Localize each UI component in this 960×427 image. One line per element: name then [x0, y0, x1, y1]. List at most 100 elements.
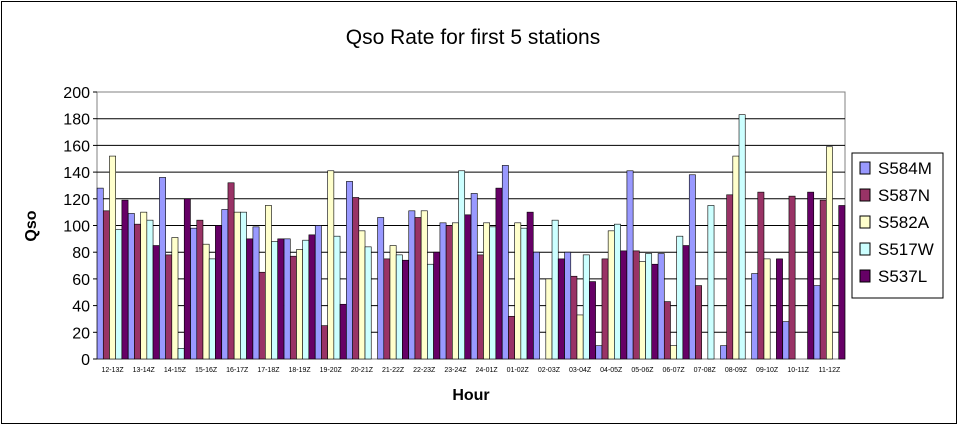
bar-s584m-15-16z [190, 227, 198, 360]
bar-s584m-20-21z [346, 181, 353, 360]
bar-s537l-11-12z [838, 205, 846, 360]
bar-s587n-16-17z [227, 182, 235, 360]
bar-s584m-14-15z [159, 177, 166, 360]
bar-s537l-21-22z [402, 259, 409, 360]
bar-s584m-02-03z [533, 251, 540, 360]
y-tick-label: 120 [63, 192, 90, 209]
y-tick-labels: 0 20 40 60 80 100 120 140 160 180 200 [63, 85, 90, 369]
y-tick-label: 0 [81, 352, 90, 369]
x-tick-label: 06-07Z [662, 367, 685, 374]
bar-s587n-05-06z [632, 250, 640, 360]
bar-s584m-21-22z [377, 217, 385, 360]
bar-s537l-18-19z [308, 234, 316, 360]
chart-title: Qso Rate for first 5 stations [346, 26, 600, 49]
bar-s584m-18-19z [283, 238, 291, 360]
bar-s517w-20-21z [364, 246, 372, 360]
bar-s587n-23-24z [445, 225, 453, 360]
y-tick-label: 20 [72, 325, 90, 342]
bar-s537l-09-10z [776, 258, 783, 360]
bar-s582a-15-16z [202, 243, 210, 360]
bar-s537l-01-02z [526, 211, 534, 360]
legend-label-s584m: S584M [878, 159, 932, 178]
bar-s584m-09-10z [751, 273, 759, 360]
bar-s587n-20-21z [352, 197, 360, 360]
bar-s537l-23-24z [464, 214, 472, 360]
legend-label-s582a: S582A [878, 213, 930, 232]
bar-s537l-14-15z [183, 198, 191, 360]
legend: S584M S587N S582A S517W S537L [859, 159, 934, 286]
y-tick-label: 100 [63, 219, 90, 236]
bar-s582a-12-13z [109, 155, 116, 360]
bar-s584m-24-01z [470, 193, 478, 360]
bar-s582a-19-20z [327, 170, 335, 360]
bar-s587n-21-22z [383, 258, 391, 360]
bar-s584m-05-06z [626, 170, 634, 360]
x-tick-label: 24-01Z [475, 367, 498, 374]
x-tick-label: 08-09Z [725, 367, 748, 374]
y-tick-label: 80 [72, 245, 90, 262]
bar-s587n-24-01z [476, 254, 484, 360]
bar-s584m-22-23z [408, 210, 416, 360]
bar-s517w-03-04z [582, 254, 590, 360]
bar-s582a-02-03z [545, 278, 553, 360]
legend-swatch-s537l [859, 269, 871, 283]
bar-s584m-13-14z [127, 213, 135, 360]
x-tick-label: 17-18Z [257, 367, 280, 374]
bar-s582a-22-23z [420, 210, 428, 360]
bar-s537l-17-18z [277, 238, 285, 360]
bar-s517w-06-07z [676, 235, 684, 360]
bar-s537l-10-11z [807, 191, 815, 360]
bar-s517w-07-08z [707, 205, 715, 360]
bar-s537l-19-20z [339, 303, 347, 360]
bar-s584m-04-05z [595, 345, 603, 360]
legend-swatch-s582a [859, 215, 871, 229]
bar-s582a-14-15z [171, 237, 179, 360]
bar-s517w-19-20z [333, 235, 341, 360]
bar-s587n-06-07z [663, 301, 671, 360]
bar-s537l-04-05z [620, 250, 628, 360]
x-tick-label: 11-12Z [819, 367, 841, 374]
bar-s584m-11-12z [813, 285, 821, 360]
bar-s582a-03-04z [576, 314, 584, 360]
bar-s582a-11-12z [826, 146, 833, 360]
bar-s587n-03-04z [570, 275, 578, 360]
x-tick-label: 10-11Z [787, 367, 809, 374]
x-tick-label: 16-17Z [226, 367, 249, 374]
bar-s584m-16-17z [221, 209, 229, 360]
x-tick-label: 01-02Z [507, 367, 530, 374]
bar-s517w-12-13z [115, 229, 123, 360]
bar-s517w-15-16z [208, 258, 216, 360]
bar-s537l-05-06z [651, 263, 659, 360]
bar-s517w-13-14z [146, 219, 154, 360]
bar-s587n-18-19z [289, 255, 297, 360]
bar-s537l-16-17z [246, 238, 254, 360]
legend-swatch-s587n [859, 188, 871, 202]
x-tick-label: 14-15Z [164, 367, 187, 374]
bar-s587n-17-18z [258, 271, 266, 360]
x-tick-label: 19-20Z [320, 367, 343, 374]
bar-s582a-05-06z [639, 261, 646, 360]
bar-s517w-17-18z [271, 241, 279, 360]
bar-s584m-07-08z [688, 174, 696, 360]
x-tick-labels: 12-13Z 13-14Z 14-15Z 15-16Z 16-17Z 17-18Z 18-1… [101, 367, 840, 374]
bar-s582a-06-07z [670, 345, 677, 360]
bar-s582a-23-24z [452, 222, 459, 360]
bar-s517w-02-03z [551, 219, 559, 360]
x-tick-label: 03-04Z [569, 367, 592, 374]
bar-s582a-04-05z [607, 230, 615, 360]
bar-s517w-05-06z [645, 253, 653, 360]
bar-s582a-20-21z [358, 230, 366, 360]
bar-s584m-01-02z [501, 165, 509, 360]
bar-s517w-22-23z [427, 263, 434, 360]
bar-s517w-23-24z [458, 170, 466, 360]
bar-s537l-15-16z [215, 225, 222, 360]
bar-s587n-19-20z [321, 325, 328, 360]
legend-label-s587n: S587N [878, 186, 930, 205]
y-axis-label: Qso [23, 210, 40, 241]
bar-s582a-13-14z [140, 211, 148, 360]
bar-s582a-17-18z [265, 205, 272, 360]
x-tick-label: 05-06Z [631, 367, 654, 374]
x-tick-label: 20-21Z [351, 367, 374, 374]
x-tick-label: 13-14Z [133, 367, 156, 374]
